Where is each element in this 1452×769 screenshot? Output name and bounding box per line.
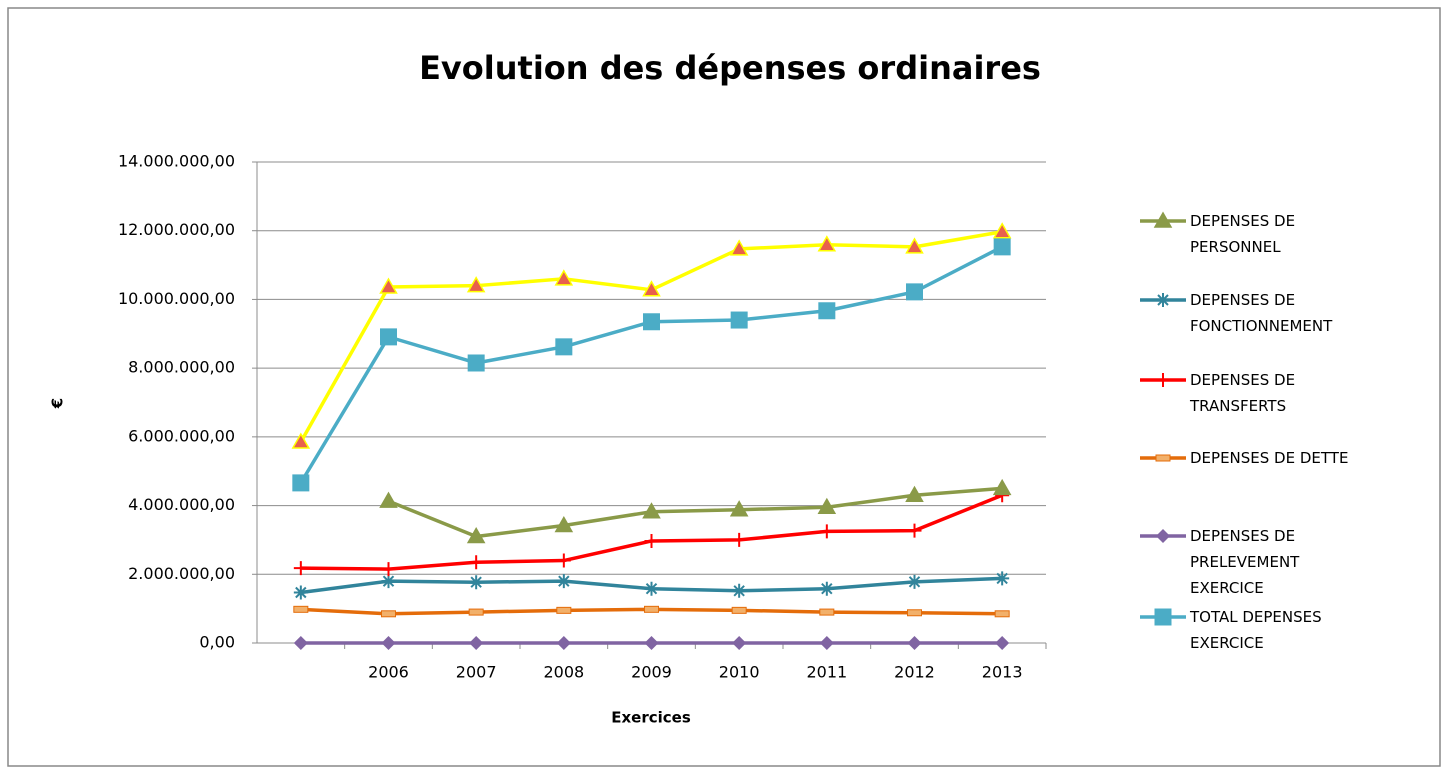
data-point xyxy=(293,561,308,576)
data-point xyxy=(292,474,310,492)
data-point xyxy=(381,562,396,577)
y-tick-label: 14.000.000,00 xyxy=(118,152,235,171)
x-tick-label: 2007 xyxy=(456,663,497,682)
chart-frame xyxy=(7,7,1441,767)
data-point xyxy=(993,238,1011,256)
data-point xyxy=(819,608,835,616)
data-point xyxy=(992,478,1012,496)
data-point xyxy=(817,497,837,515)
y-tick-label: 2.000.000,00 xyxy=(128,564,235,583)
data-point xyxy=(907,523,922,538)
data-point xyxy=(554,269,574,286)
data-point xyxy=(469,575,484,590)
legend-label: DEPENSES DE PERSONNEL xyxy=(1190,212,1296,256)
y-axis-title: € xyxy=(49,398,67,409)
data-point xyxy=(293,636,308,650)
data-point xyxy=(469,636,484,650)
data-point xyxy=(556,574,571,589)
data-point xyxy=(732,583,747,598)
data-point xyxy=(556,636,571,650)
data-point xyxy=(817,235,837,252)
data-point xyxy=(554,515,574,533)
y-tick-label: 6.000.000,00 xyxy=(128,426,235,445)
data-point xyxy=(644,581,659,596)
data-point xyxy=(907,574,922,589)
data-point xyxy=(732,532,747,547)
x-tick-label: 2008 xyxy=(543,663,584,682)
legend-label: DEPENSES DE FONCTIONNEMENT xyxy=(1190,291,1333,335)
data-point xyxy=(467,354,485,372)
data-point xyxy=(732,636,747,650)
chart-title: Evolution des dépenses ordinaires xyxy=(419,49,1041,87)
data-point xyxy=(907,609,922,617)
data-point xyxy=(642,502,661,519)
data-point xyxy=(642,280,661,297)
data-point xyxy=(643,313,660,331)
marker xyxy=(1156,293,1170,307)
data-point xyxy=(905,485,924,503)
data-point xyxy=(379,277,398,294)
series-line xyxy=(387,486,1003,539)
x-tick-label: 2006 xyxy=(368,663,409,682)
data-point xyxy=(818,302,836,320)
legend-label: DEPENSES DE PRELEVEMENT EXERCICE xyxy=(1190,527,1300,597)
data-point xyxy=(819,581,834,596)
data-point xyxy=(293,605,309,613)
data-point xyxy=(992,222,1012,239)
legend-label: TOTAL DEPENSES EXERCICE xyxy=(1190,608,1322,652)
data-point xyxy=(379,491,398,508)
data-point xyxy=(555,338,573,356)
data-point xyxy=(381,610,396,618)
y-tick-label: 4.000.000,00 xyxy=(128,495,235,514)
data-point xyxy=(469,555,484,570)
legend-label: DEPENSES DE TRANSFERTS xyxy=(1190,371,1296,415)
data-point xyxy=(644,636,659,650)
data-point xyxy=(466,526,486,544)
data-point xyxy=(995,636,1010,650)
data-point xyxy=(466,276,486,293)
data-point xyxy=(381,636,396,650)
x-tick-label: 2011 xyxy=(806,663,847,682)
data-point xyxy=(381,574,396,589)
legend-label: DEPENSES DE DETTE xyxy=(1190,449,1349,467)
marker xyxy=(1156,373,1170,387)
data-point xyxy=(906,283,923,301)
data-point xyxy=(556,553,571,568)
x-tick-label: 2013 xyxy=(982,663,1023,682)
data-point xyxy=(730,311,748,329)
data-point xyxy=(729,500,749,517)
y-tick-label: 8.000.000,00 xyxy=(128,358,235,377)
marker xyxy=(1155,454,1171,462)
data-point xyxy=(468,608,484,616)
marker xyxy=(1154,608,1172,626)
data-point xyxy=(907,636,922,650)
data-point xyxy=(819,636,834,650)
y-tick-label: 10.000.000,00 xyxy=(118,289,235,308)
data-point xyxy=(293,585,308,600)
data-point xyxy=(644,533,659,548)
marker xyxy=(1156,529,1170,543)
data-point xyxy=(819,524,834,539)
y-tick-label: 12.000.000,00 xyxy=(118,220,235,239)
data-point xyxy=(291,432,311,449)
data-point xyxy=(556,606,572,614)
data-point xyxy=(905,237,924,254)
x-tick-label: 2009 xyxy=(631,663,672,682)
marker xyxy=(1153,211,1173,228)
data-point xyxy=(380,328,397,346)
x-tick-label: 2010 xyxy=(719,663,760,682)
data-point xyxy=(729,239,749,256)
x-axis-title: Exercices xyxy=(611,709,691,727)
data-point xyxy=(994,610,1010,618)
y-tick-label: 0,00 xyxy=(199,633,235,652)
data-point xyxy=(644,605,659,613)
x-tick-label: 2012 xyxy=(894,663,935,682)
data-point xyxy=(731,606,747,614)
data-point xyxy=(995,571,1010,586)
